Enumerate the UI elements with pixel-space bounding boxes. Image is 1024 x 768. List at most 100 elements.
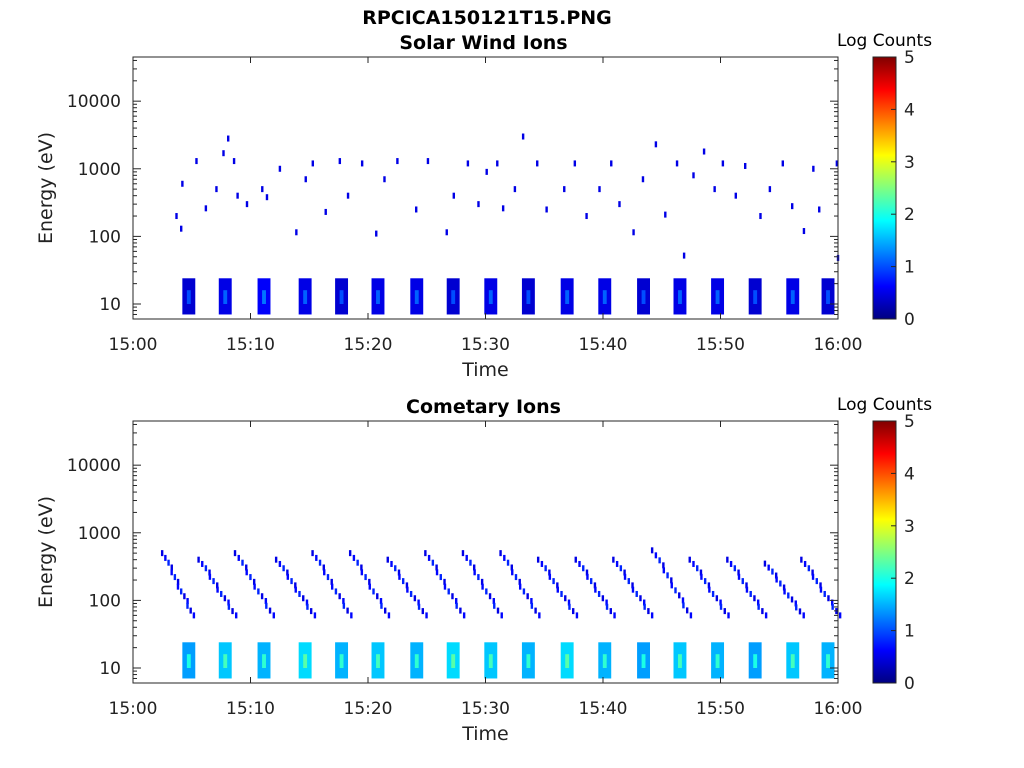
data-sweep-point — [510, 564, 513, 571]
data-sweep-point — [234, 612, 238, 619]
data-burst-core — [451, 654, 456, 669]
data-sweep-point — [401, 578, 405, 585]
data-point — [265, 194, 269, 201]
x-tick-label: 15:40 — [579, 699, 628, 719]
data-burst-core — [488, 654, 493, 669]
data-sweep-point — [173, 574, 177, 581]
data-sweep-point — [650, 612, 654, 619]
data-sweep-point — [427, 554, 431, 561]
data-sweep-point — [183, 593, 186, 600]
data-sweep-point — [305, 599, 309, 606]
data-sweep-point — [783, 588, 786, 595]
data-sweep-point — [556, 582, 559, 589]
data-sweep-point — [589, 578, 593, 585]
data-sweep-point — [176, 583, 180, 590]
data-sweep-point — [688, 556, 691, 563]
data-point — [610, 160, 613, 167]
colorbar — [872, 56, 897, 320]
data-sweep-point — [390, 560, 393, 567]
data-burst-core — [565, 654, 570, 669]
data-sweep-point — [650, 547, 654, 554]
data-sweep-point — [703, 578, 707, 585]
x-tick-label: 15:10 — [226, 699, 275, 719]
data-burst-core — [186, 290, 191, 305]
data-sweep-point — [286, 569, 289, 576]
data-sweep-point — [613, 612, 616, 619]
data-sweep-point — [582, 565, 585, 572]
data-sweep-point — [811, 573, 815, 580]
data-sweep-point — [815, 578, 818, 585]
data-sweep-point — [204, 565, 208, 572]
data-sweep-point — [619, 565, 623, 572]
data-sweep-point — [309, 608, 313, 615]
colorbar-tick-label: 0 — [904, 674, 915, 694]
data-sweep-point — [272, 612, 275, 619]
data-sweep-point — [387, 612, 391, 619]
data-sweep-point — [711, 590, 715, 597]
data-sweep-point — [715, 595, 719, 602]
data-sweep-point — [556, 586, 559, 593]
data-sweep-point — [376, 593, 379, 600]
figure-title: RPCICA150121T15.PNG — [362, 7, 612, 29]
data-point — [521, 133, 525, 140]
data-point — [445, 229, 448, 236]
data-sweep-point — [274, 556, 278, 563]
data-sweep-point — [756, 599, 760, 606]
data-sweep-point — [631, 582, 634, 589]
data-sweep-point — [170, 569, 173, 576]
data-sweep-point — [176, 578, 180, 585]
x-tick-label: 15:50 — [696, 699, 745, 719]
data-sweep-point — [745, 586, 749, 593]
colorbar-tick-label: 2 — [904, 205, 915, 225]
data-sweep-point — [208, 573, 212, 580]
data-burst-core — [602, 290, 607, 305]
x-tick-label: 15:30 — [461, 335, 510, 355]
x-tick-label: 16:00 — [814, 699, 863, 719]
data-sweep-point — [417, 599, 420, 606]
data-sweep-point — [220, 590, 223, 597]
colorbar-tick-label: 4 — [904, 100, 915, 120]
data-sweep-point — [795, 604, 798, 611]
data-point — [721, 160, 725, 167]
data-sweep-point — [264, 598, 268, 605]
data-sweep-point — [681, 597, 685, 604]
data-sweep-point — [548, 573, 552, 580]
data-sweep-point — [241, 559, 244, 566]
data-sweep-point — [635, 590, 638, 597]
x-tick-label: 15:20 — [344, 699, 393, 719]
data-burst-core — [376, 290, 380, 305]
data-sweep-point — [682, 602, 685, 609]
data-point — [261, 186, 264, 193]
data-burst-core — [303, 290, 308, 305]
data-sweep-point — [514, 574, 518, 581]
data-burst-core — [414, 654, 419, 669]
data-sweep-point — [461, 550, 465, 557]
data-sweep-point — [790, 596, 794, 603]
data-sweep-point — [647, 608, 650, 615]
data-sweep-point — [774, 572, 778, 579]
data-burst-core — [262, 654, 266, 669]
data-sweep-point — [435, 569, 439, 576]
y-tick-label: 1000 — [78, 524, 121, 544]
x-tick-label: 16:00 — [814, 335, 863, 355]
data-sweep-point — [342, 598, 345, 605]
data-sweep-point — [346, 607, 349, 614]
data-sweep-point — [506, 559, 510, 566]
data-sweep-point — [811, 569, 814, 576]
colorbar-title: Log Counts — [837, 395, 932, 415]
data-sweep-point — [639, 595, 642, 602]
data-point — [545, 206, 548, 213]
plot-area — [133, 421, 838, 683]
data-sweep-point — [511, 569, 514, 576]
y-tick-label: 1000 — [78, 160, 121, 180]
data-burst-core — [186, 654, 191, 669]
y-axis-label: Energy (eV) — [35, 496, 57, 608]
data-sweep-point — [294, 586, 297, 593]
data-sweep-point — [831, 603, 834, 610]
data-sweep-point — [782, 584, 786, 591]
data-point — [563, 186, 566, 193]
data-sweep-point — [356, 559, 359, 566]
data-sweep-point — [692, 560, 695, 567]
data-burst-core — [414, 290, 419, 305]
data-burst-core — [790, 654, 795, 669]
